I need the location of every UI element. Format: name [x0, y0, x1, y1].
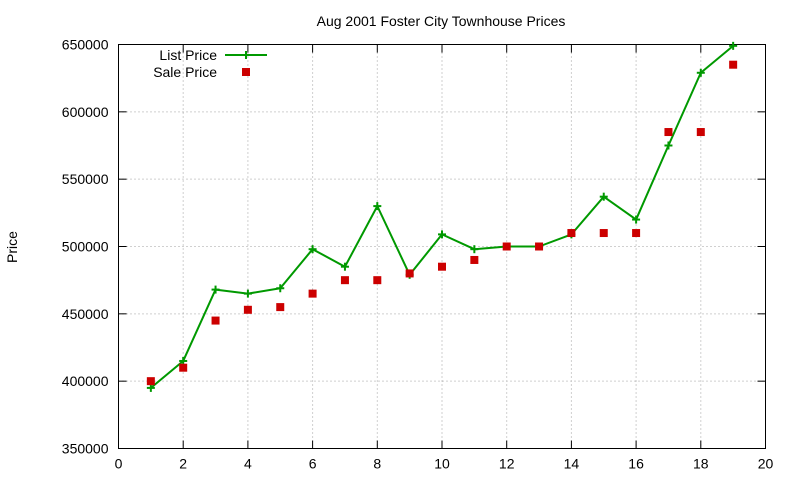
sale-price-point: [696, 128, 705, 137]
sale-price-point: [438, 262, 446, 271]
sale-price-point: [632, 229, 641, 238]
sale-price-point: [340, 276, 349, 285]
x-tick-label: 12: [499, 456, 515, 472]
list-price-series: [146, 41, 738, 392]
x-tick-label: 20: [758, 456, 774, 472]
y-axis-tick-labels: 350000 400000 450000 500000 550000 600000 6500…: [62, 37, 109, 457]
sale-price-point: [211, 316, 220, 325]
list-price-point: [729, 41, 738, 50]
chart-title: Aug 2001 Foster City Townhouse Prices: [317, 13, 566, 29]
legend-label-list-price: List Price: [159, 47, 217, 63]
y-tick-label: 650000: [62, 37, 109, 53]
sale-price-point: [664, 128, 673, 137]
y-tick-label: 350000: [62, 441, 109, 457]
axis-ticks: [118, 44, 766, 449]
list-price-point: [664, 141, 673, 150]
x-tick-label: 0: [115, 456, 123, 472]
y-tick-label: 400000: [62, 373, 109, 389]
grid-lines: [118, 44, 766, 449]
sale-price-point: [502, 242, 511, 251]
sale-price-point: [373, 276, 382, 285]
x-tick-label: 6: [309, 456, 317, 472]
list-price-point: [276, 284, 285, 293]
sale-price-point: [567, 229, 576, 238]
x-tick-label: 8: [373, 456, 381, 472]
list-price-point: [373, 202, 382, 211]
sale-price-point: [146, 377, 155, 386]
y-tick-label: 500000: [62, 239, 109, 255]
list-price-point: [599, 192, 608, 201]
sale-price-point: [470, 255, 479, 264]
list-price-point: [470, 245, 479, 254]
y-tick-label: 600000: [62, 104, 109, 120]
x-tick-label: 4: [244, 456, 252, 472]
sale-price-point: [243, 305, 252, 314]
list-price-point: [308, 245, 317, 254]
sale-price-point: [308, 289, 317, 298]
x-tick-label: 14: [564, 456, 580, 472]
list-price-point: [438, 230, 446, 239]
sale-price-point: [599, 229, 608, 238]
x-tick-label: 18: [693, 456, 709, 472]
legend-marker-list-price: [242, 51, 250, 59]
list-price-point: [243, 289, 252, 298]
list-price-point: [340, 262, 349, 271]
x-tick-label: 2: [179, 456, 187, 472]
list-price-point: [179, 356, 188, 365]
sale-price-point: [729, 60, 738, 69]
y-axis-label: Price: [4, 231, 20, 263]
sale-price-point: [405, 269, 414, 278]
x-tick-label: 10: [434, 456, 450, 472]
legend-label-sale-price: Sale Price: [153, 64, 217, 80]
x-tick-label: 16: [628, 456, 644, 472]
list-price-point: [696, 68, 705, 77]
data-series: [146, 41, 738, 392]
x-axis-tick-labels: 0 2 4 6 8 10 12 14 16 18 20: [115, 456, 774, 472]
sale-price-point: [179, 363, 188, 372]
list-price-point: [146, 383, 155, 392]
sale-price-point: [276, 303, 285, 312]
sale-price-point: [535, 242, 544, 251]
list-price-point: [211, 285, 220, 294]
list-price-point: [632, 215, 641, 224]
sale-price-series: [146, 60, 738, 386]
y-tick-label: 550000: [62, 171, 109, 187]
y-tick-label: 450000: [62, 306, 109, 322]
legend-marker-sale-price: [242, 68, 250, 76]
